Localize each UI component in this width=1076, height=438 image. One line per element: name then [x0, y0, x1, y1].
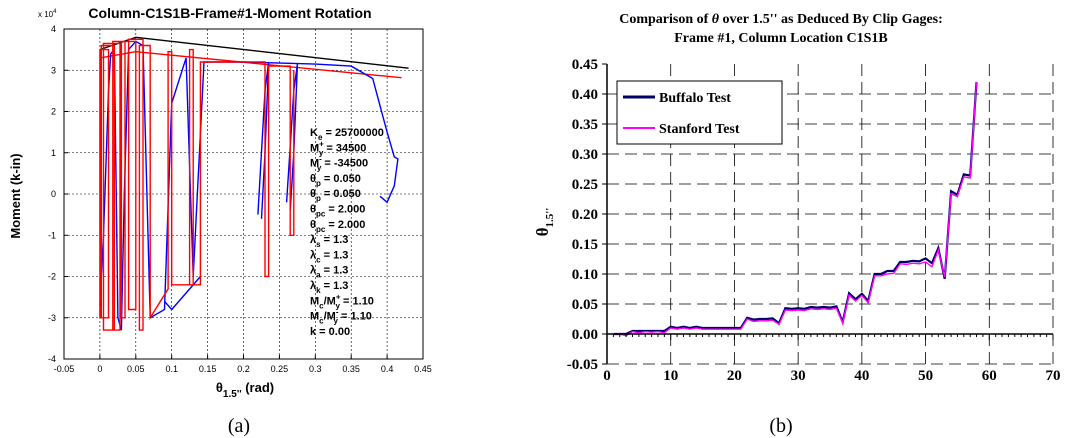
parameter-annotation: Mc/M+ y = 1.10	[310, 292, 374, 310]
parameter-annotation: M+ y = 34500	[310, 139, 366, 157]
y-tick-label: 4	[51, 24, 56, 34]
x-tick-label: 0.4	[381, 364, 394, 374]
y-tick-label: 0.30	[572, 147, 598, 163]
x-tick-label: 70	[1046, 368, 1061, 384]
chart-b-ylabel: θ1.5''	[533, 208, 556, 237]
series-line-5	[285, 64, 299, 211]
y-tick-label: 1	[51, 148, 56, 158]
y-tick-label: -3	[48, 313, 56, 323]
x-tick-label: -0.05	[54, 364, 75, 374]
series-line-3	[163, 276, 201, 311]
chart-b-series-group	[613, 81, 978, 337]
series-line-2	[99, 40, 399, 331]
x-tick-label: 20	[727, 368, 742, 384]
y-tick-label: -4	[48, 354, 56, 364]
parameter-annotation: k = 0.00	[310, 326, 350, 338]
chart-b-title-line1: Comparison of θ over 1.5'' as Deduced By…	[619, 12, 943, 27]
parameter-annotation: θp = 0.050	[310, 173, 361, 188]
x-tick-label: 0.1	[165, 364, 178, 374]
series-line-6	[99, 38, 295, 331]
parameter-annotation: λk = 1.3	[310, 280, 348, 295]
y-tick-label: 0.15	[572, 237, 598, 253]
x-tick-label: 0.25	[271, 364, 289, 374]
chart-b-ticks: -0.05 0.00 0.05 0.10 0.15 0.20 0.25 0.30 0.35 0.4…	[567, 57, 1061, 384]
y-tick-label: 0.25	[572, 177, 598, 193]
y-tick-label: -1	[48, 230, 56, 240]
parameter-annotation: θpc = 2.000	[310, 204, 365, 219]
moment-rotation-chart: x 104 Column-C1S1B-Frame#1-Moment Rotati…	[8, 5, 432, 437]
y-tick-label: 0.10	[572, 267, 598, 283]
chart-a-title: Column-C1S1B-Frame#1-Moment Rotation	[88, 5, 371, 21]
x-tick-label: 0.3	[309, 364, 322, 374]
chart-a-ylabel: Moment (k-in)	[8, 153, 23, 238]
x-tick-label: 0.05	[127, 364, 145, 374]
legend-label-buffalo: Buffalo Test	[659, 91, 731, 106]
y-tick-label: 3	[51, 65, 56, 75]
chart-a-series-group	[99, 36, 409, 331]
chart-b-legend: Buffalo Test Stanford Test	[616, 80, 783, 145]
y-tick-label: -2	[48, 272, 56, 282]
y-tick-label: 0.20	[572, 207, 598, 223]
chart-a-xlabel: θ1.5'' (rad)	[216, 380, 274, 400]
x-tick-label: 0	[603, 368, 611, 384]
x-tick-label: 40	[854, 368, 869, 384]
x-tick-label: 0.15	[199, 364, 217, 374]
y-multiplier-label: x 104	[38, 9, 57, 19]
parameter-annotation: λs = 1.3	[310, 234, 348, 249]
y-tick-label: 2	[51, 107, 56, 117]
y-tick-label: 0.40	[572, 87, 598, 103]
chart-b-grid	[607, 64, 1054, 365]
y-tick-label: 0	[51, 189, 56, 199]
series-line-1	[99, 50, 402, 79]
parameter-annotation: θp = 0.050	[310, 188, 361, 203]
x-tick-label: 0.35	[342, 364, 360, 374]
x-tick-label: 50	[918, 368, 933, 384]
x-tick-label: 10	[663, 368, 678, 384]
series-line-buffalo	[613, 81, 978, 336]
x-tick-label: 30	[791, 368, 806, 384]
parameter-annotation: Ke = 25700000	[310, 127, 384, 142]
clip-gage-comparison-chart: Comparison of θ over 1.5'' as Deduced By…	[533, 12, 1061, 437]
parameter-annotation: λa = 1.3	[310, 265, 348, 280]
parameter-annotation: M-y = -34500	[310, 155, 368, 173]
y-tick-label: 0.00	[572, 327, 598, 343]
parameter-annotation: Mc/M-y = 1.10	[310, 308, 372, 326]
series-line-stanford	[613, 81, 978, 337]
parameter-annotation: θpc = 2.000	[310, 219, 365, 234]
parameter-annotation: λc = 1.3	[310, 249, 348, 264]
x-tick-label: 60	[982, 368, 997, 384]
x-tick-label: 0.2	[237, 364, 250, 374]
caption-b: (b)	[769, 415, 792, 437]
y-tick-label: -0.05	[567, 357, 598, 373]
chart-b-title-line2: Frame #1, Column Location C1S1B	[674, 31, 888, 46]
y-tick-label: 0.45	[572, 57, 598, 73]
legend-box	[616, 80, 783, 145]
caption-a: (a)	[228, 415, 250, 437]
chart-a-ticks: -0.05 0 0.05 0.1 0.15 0.2 0.25 0.3 0.35 0.4 0.45 -4…	[48, 24, 432, 374]
x-tick-label: 0.45	[414, 364, 432, 374]
x-tick-label: 0	[97, 364, 102, 374]
series-line-4	[257, 61, 270, 219]
y-tick-label: 0.35	[572, 117, 598, 133]
y-tick-label: 0.05	[572, 297, 598, 313]
legend-label-stanford: Stanford Test	[659, 122, 740, 137]
